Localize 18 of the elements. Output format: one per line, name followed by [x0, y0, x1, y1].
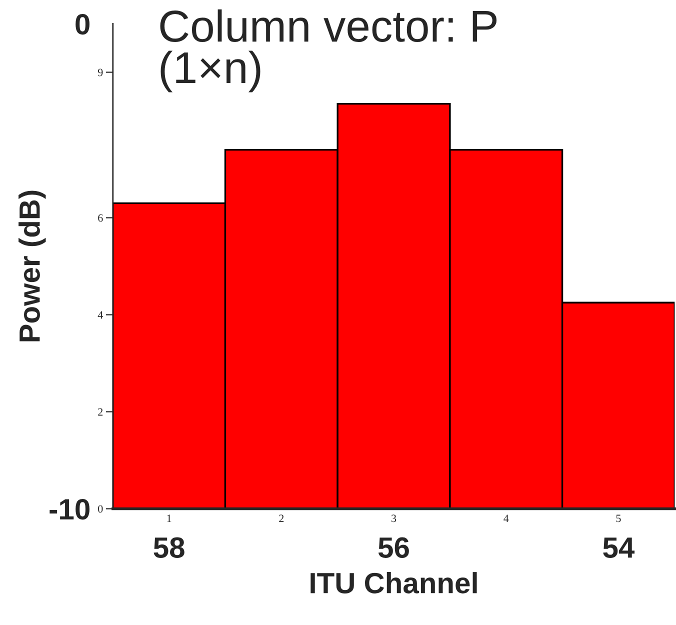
x-tick-label: 3 — [392, 514, 396, 522]
y2-axis-title: Power (dB) — [18, 190, 46, 342]
y-tick-label: 4 — [98, 311, 103, 319]
y2-tick-label: -10 — [50, 498, 90, 520]
chart-title: Column vector: P (1×n) — [160, 9, 497, 92]
y-tick-label: 6 — [98, 214, 103, 222]
y-tick-label: 2 — [98, 408, 103, 416]
x-tick-label: 2 — [279, 514, 284, 522]
x-tick-label: 5 — [616, 514, 621, 522]
x2-axis-title: ITU Channel — [310, 572, 477, 594]
x2-tick-label: 58 — [154, 537, 184, 558]
y-tick-label: 9 — [98, 68, 103, 76]
y-tick-label: 0 — [98, 505, 103, 513]
x2-tick-label: 56 — [378, 537, 409, 558]
x-tick-label: 4 — [504, 514, 509, 522]
x2-tick-label: 54 — [603, 538, 635, 558]
x-tick-label: 1 — [167, 514, 172, 522]
y2-tick-label: 0 — [76, 14, 90, 35]
